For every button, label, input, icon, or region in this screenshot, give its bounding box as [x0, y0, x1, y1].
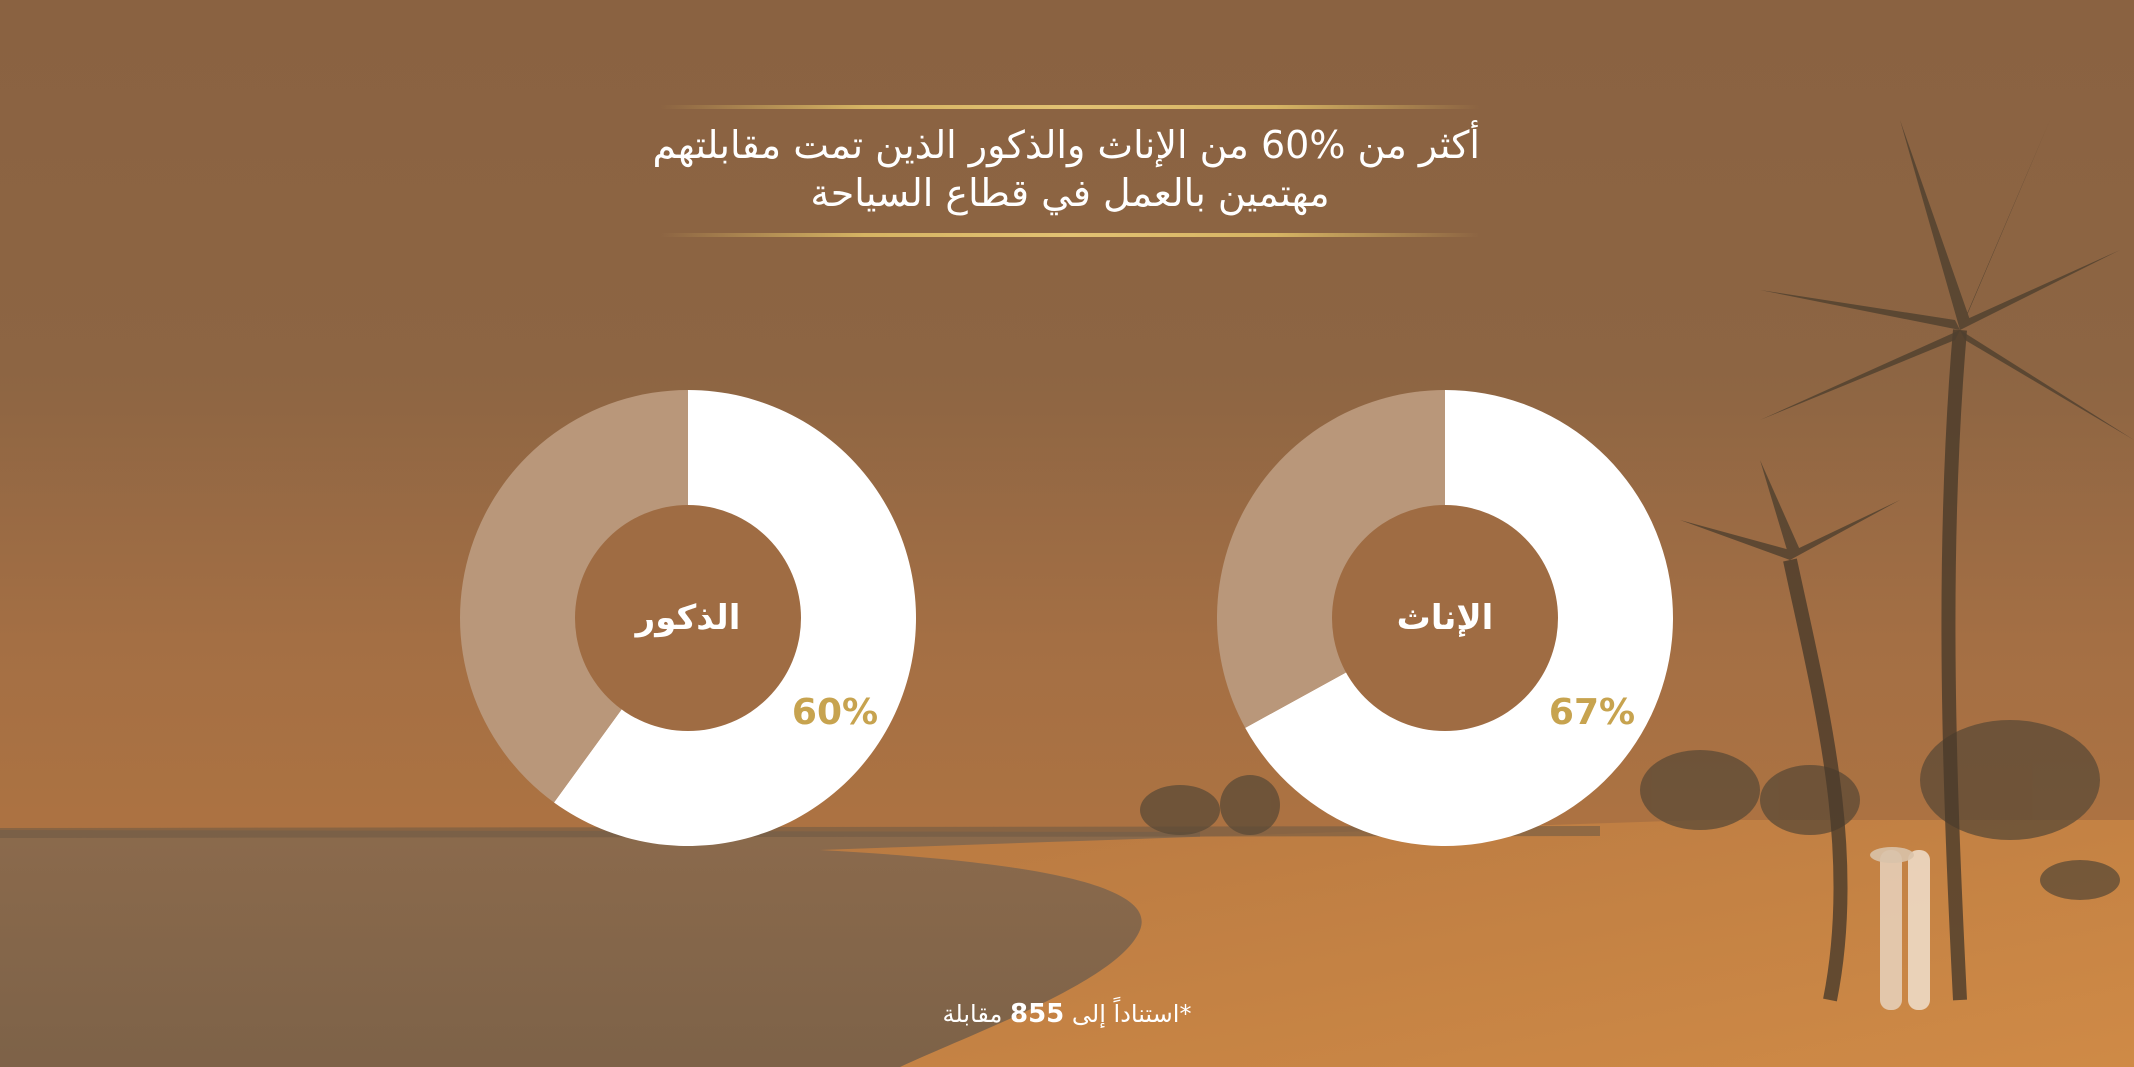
center-label-female: الإناث: [1396, 598, 1494, 638]
footnote-number: 855: [1009, 999, 1065, 1029]
center-label-male: الذكور: [635, 598, 741, 638]
donut-hole-male: [575, 505, 801, 731]
footnote-prefix: *استناداً إلى: [1071, 1000, 1192, 1028]
title-block: أكثر من %60 من الإناث والذكور الذين تمت …: [652, 105, 1480, 245]
percent-label-female: 67%: [1548, 692, 1636, 733]
footnote-suffix: مقابلة: [942, 1000, 1003, 1028]
footnote: *استناداً إلى 855 مقابلة: [867, 996, 1267, 1032]
title-rule-top: [660, 105, 1480, 109]
chart-title-line-2: مهتمين بالعمل في قطاع السياحة: [810, 171, 1330, 215]
percent-label-male: 60%: [791, 692, 879, 733]
donut-hole-female: [1332, 505, 1558, 731]
donut-slice-male-remainder: [460, 390, 688, 803]
title-rule-bottom: [660, 233, 1480, 237]
chart-title-line-1: أكثر من %60 من الإناث والذكور الذين تمت …: [652, 123, 1480, 167]
